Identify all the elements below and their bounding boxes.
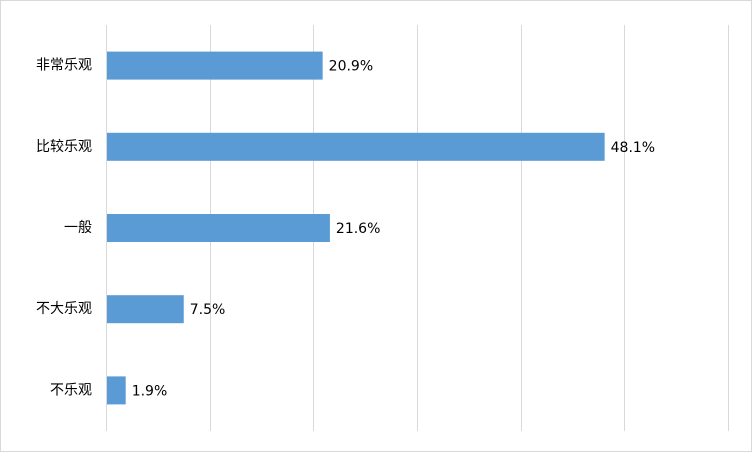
category-label: 不大乐观 <box>36 301 92 317</box>
value-label: 48.1% <box>611 140 655 156</box>
category-label: 非常乐观 <box>36 58 92 74</box>
value-label: 21.6% <box>336 221 380 237</box>
bar <box>107 51 323 80</box>
bars <box>107 51 605 405</box>
category-label: 一般 <box>64 220 92 236</box>
bar <box>107 214 330 242</box>
labels: 非常乐观 20.9% 比较乐观 48.1% 一般 21.6% 不大乐观 7.5% 不乐观 1.9% <box>36 58 655 400</box>
category-label: 比较乐观 <box>36 139 92 155</box>
bar <box>107 376 126 405</box>
bar <box>107 295 184 324</box>
value-label: 1.9% <box>132 383 168 399</box>
bar <box>107 132 605 161</box>
value-label: 20.9% <box>329 59 373 75</box>
value-label: 7.5% <box>190 302 226 318</box>
category-label: 不乐观 <box>50 382 92 398</box>
